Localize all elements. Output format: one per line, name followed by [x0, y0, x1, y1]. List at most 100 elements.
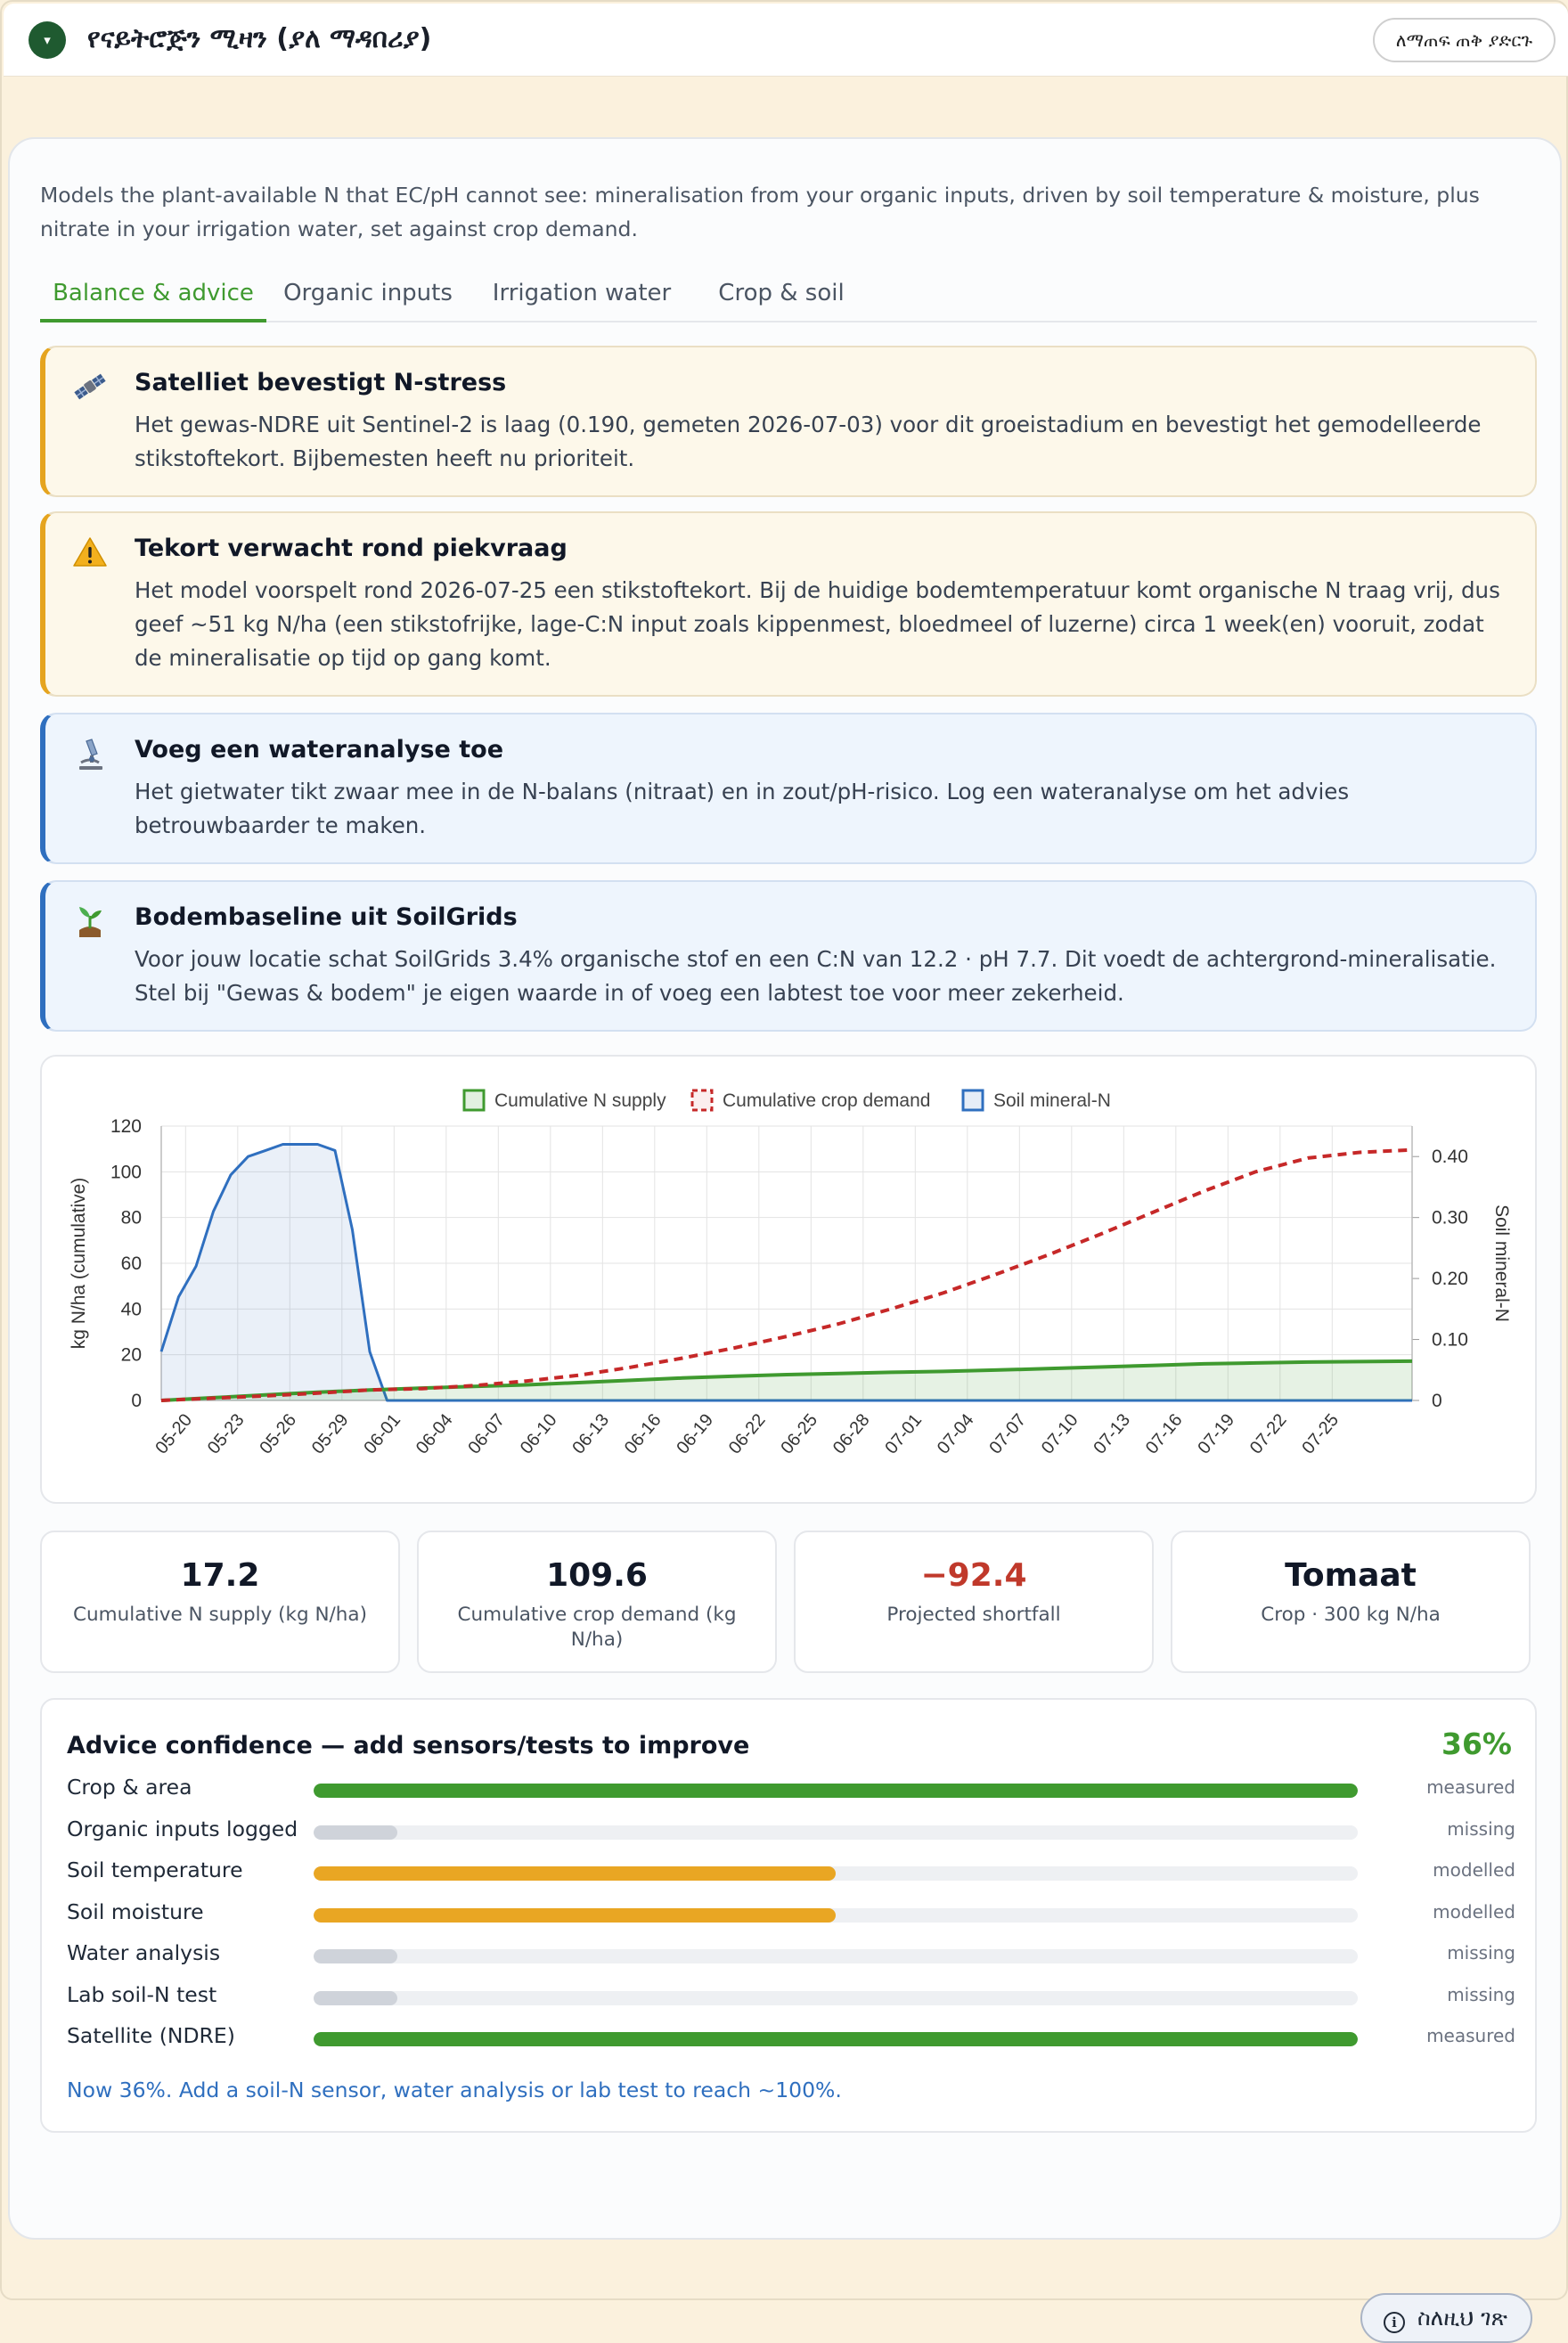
confidence-status: modelled: [1433, 1859, 1515, 1881]
x-tick-label: 07-10: [1038, 1410, 1082, 1457]
x-tick-label: 07-13: [1090, 1410, 1134, 1457]
x-tick-label: 07-22: [1246, 1410, 1291, 1457]
x-tick-label: 07-25: [1298, 1410, 1343, 1457]
confidence-status: modelled: [1433, 1900, 1515, 1923]
x-tick-label: 06-19: [673, 1410, 717, 1457]
confidence-row: Lab soil-N test missing: [67, 1979, 1515, 2014]
stat-label: Cumulative N supply (kg N/ha): [73, 1604, 367, 1626]
chart-canvas: 05-20 05-23 05-26 05-29 06-01 06-04 06-07 06-10…: [69, 1089, 1512, 1457]
app-title: የናይትሮጅን ሚዛን (ያለ ማዳበሪያ): [87, 23, 432, 54]
y-tick-label: 120: [110, 1116, 142, 1137]
confidence-label: Water analysis: [67, 1940, 221, 1965]
confidence-bar-fill: [314, 1990, 397, 2005]
stat-label: Crop · 300 kg N/ha: [1261, 1604, 1441, 1626]
confidence-status: missing: [1447, 1942, 1515, 1963]
tab-crop-soil[interactable]: Crop & soil: [718, 280, 845, 306]
x-tick-label: 06-01: [360, 1410, 404, 1457]
legend-swatch: [462, 1089, 486, 1112]
y-tick-label: 20: [121, 1345, 142, 1366]
confidence-row: Soil temperature modelled: [67, 1854, 1515, 1890]
about-page-button[interactable]: i ስለዚህ ገጽ: [1360, 2293, 1532, 2343]
tab-irrigation-water[interactable]: Irrigation water: [492, 280, 672, 306]
x-tick-label: 05-23: [204, 1410, 249, 1457]
alert-soilgrids-baseline: Bodembaseline uit SoilGrids Voor jouw lo…: [40, 880, 1537, 1032]
confidence-label: Lab soil-N test: [67, 1981, 217, 2007]
x-tick-label: 06-07: [464, 1410, 509, 1457]
x-tick-label: 06-10: [517, 1410, 561, 1457]
confidence-bar-fill: [314, 1825, 397, 1840]
alert-shortfall-peak-demand: Tekort verwacht rond piekvraag Het model…: [40, 511, 1537, 697]
y-tick-label: 80: [121, 1208, 142, 1229]
confidence-bar-fill: [314, 1866, 836, 1881]
legend-label: Soil mineral-N: [993, 1090, 1111, 1111]
alert-title: Satelliet bevestigt N-stress: [135, 369, 507, 396]
confidence-bar: [314, 1990, 1358, 2005]
confidence-status: measured: [1426, 1776, 1515, 1798]
x-tick-label: 07-07: [985, 1410, 1030, 1457]
confidence-bar: [314, 2032, 1358, 2046]
stat-card-crop: Tomaat Crop · 300 kg N/ha: [1171, 1531, 1531, 1673]
alert-title: Voeg een wateranalyse toe: [135, 736, 504, 763]
x-tick-label: 06-25: [777, 1410, 821, 1457]
collapse-hint-button[interactable]: ለማጠፍ ጠቅ ያድርጉ: [1372, 18, 1556, 62]
confidence-label: Soil temperature: [67, 1857, 243, 1882]
y2-tick-label: 0.10: [1432, 1330, 1468, 1351]
alert-body: Het gewas-NDRE uit Sentinel-2 is laag (0…: [135, 412, 1482, 471]
alert-body: Het gietwater tikt zwaar mee in de N-bal…: [135, 779, 1350, 838]
confidence-bar: [314, 1825, 1358, 1840]
stat-value: −92.4: [920, 1557, 1027, 1594]
confidence-row: Organic inputs logged missing: [67, 1813, 1515, 1849]
nitrogen-balance-card: Models the plant-available N that EC/pH …: [8, 137, 1562, 2343]
confidence-label: Satellite (NDRE): [67, 2023, 235, 2048]
legend-label: Cumulative crop demand: [723, 1090, 930, 1111]
tab-organic-inputs[interactable]: Organic inputs: [283, 280, 453, 306]
stat-value: 17.2: [180, 1557, 260, 1594]
info-icon: i: [1384, 2312, 1405, 2333]
legend-swatch: [690, 1089, 714, 1112]
x-tick-label: 07-01: [881, 1410, 926, 1457]
x-tick-label: 06-04: [412, 1410, 457, 1457]
x-tick-label: 05-26: [256, 1410, 300, 1457]
x-tick-label: 07-16: [1142, 1410, 1187, 1457]
y2-axis-title: Soil mineral-N: [1491, 1204, 1512, 1322]
confidence-title: Advice confidence — add sensors/tests to…: [67, 1732, 750, 1759]
x-tick-label: 06-28: [829, 1410, 874, 1457]
confidence-row: Crop & area measured: [67, 1771, 1515, 1807]
series-area-n-supply: [161, 1360, 1412, 1400]
confidence-status: missing: [1447, 1817, 1515, 1840]
confidence-label: Organic inputs logged: [67, 1816, 298, 1841]
nitrogen-balance-chart: 05-20 05-23 05-26 05-29 06-01 06-04 06-07 06-10…: [40, 1055, 1537, 1504]
about-label: ስለዚህ ገጽ: [1417, 2305, 1507, 2331]
confidence-row: Water analysis missing: [67, 1937, 1515, 1972]
confidence-bar-fill: [314, 1907, 836, 1923]
x-tick-label: 05-20: [151, 1410, 196, 1457]
y2-tick-label: 0.40: [1432, 1147, 1468, 1167]
confidence-bar: [314, 1784, 1358, 1798]
stat-label: Projected shortfall: [886, 1604, 1061, 1626]
series-area-soil-mineral-n: [161, 1144, 1412, 1400]
tab-balance-advice[interactable]: Balance & advice: [40, 271, 266, 322]
confidence-status: measured: [1426, 2025, 1515, 2046]
header-bar: ▾ የናይትሮጅን ሚዛን (ያለ ማዳበሪያ) ለማጠፍ ጠቅ ያድርጉ: [4, 4, 1568, 77]
confidence-bar: [314, 1866, 1358, 1881]
alert-satellite-n-stress: Satelliet bevestigt N-stress Het gewas-N…: [40, 346, 1537, 497]
intro-text: Models the plant-available N that EC/pH …: [40, 183, 1480, 241]
alert-title: Tekort verwacht rond piekvraag: [135, 535, 568, 562]
alert-title: Bodembaseline uit SoilGrids: [135, 903, 518, 931]
x-tick-label: 07-04: [934, 1410, 978, 1457]
alert-body: Het model voorspelt rond 2026-07-25 een …: [135, 577, 1500, 671]
confidence-note: Now 36%. Add a soil-N sensor, water anal…: [67, 2078, 842, 2102]
x-tick-label: 06-22: [725, 1410, 770, 1457]
series-line-n-supply: [160, 1359, 1413, 1402]
confidence-row: Satellite (NDRE) measured: [67, 2020, 1515, 2055]
collapse-toggle-icon[interactable]: ▾: [29, 21, 66, 59]
y-tick-label: 100: [110, 1162, 142, 1182]
legend-swatch: [961, 1089, 984, 1112]
confidence-bar-fill: [314, 1949, 397, 1963]
y2-tick-label: 0.20: [1432, 1269, 1468, 1289]
confidence-label: Crop & area: [67, 1775, 192, 1800]
stat-label: Cumulative crop demand (kg N/ha): [457, 1604, 737, 1651]
confidence-row: Soil moisture modelled: [67, 1896, 1515, 1931]
y-axis-title: kg N/ha (cumulative): [69, 1178, 89, 1350]
y-tick-label: 40: [121, 1299, 142, 1319]
